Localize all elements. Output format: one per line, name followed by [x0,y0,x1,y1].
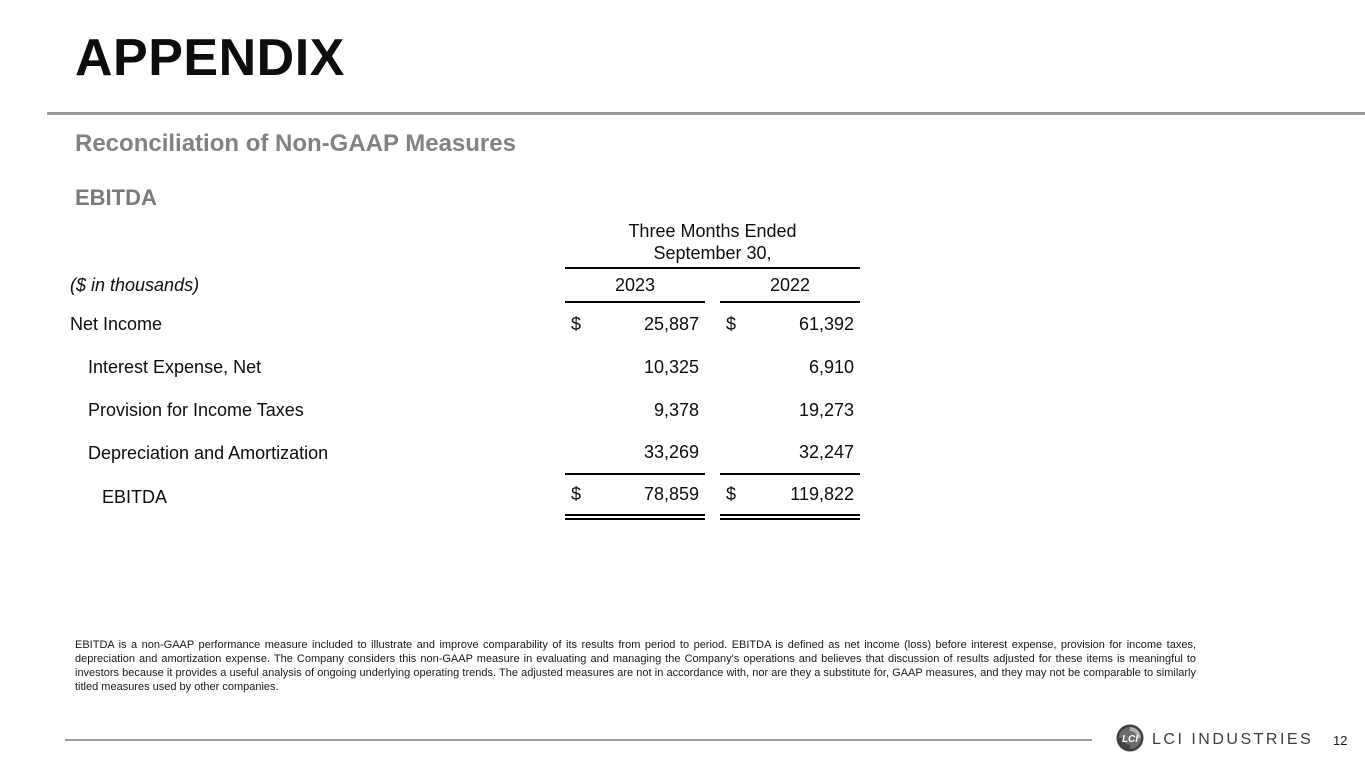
value-2022: 61,392 [798,314,854,334]
period-header-row: Three Months Ended September 30, [68,221,860,269]
row-label: Interest Expense, Net [88,357,262,377]
column-header-row: ($ in thousands) 2023 2022 [68,269,860,303]
value-cell: $ 25,887 [565,303,705,346]
value-2022: 19,273 [798,400,854,420]
units-label: ($ in thousands) [70,275,200,295]
period-header-line1: Three Months Ended [628,221,797,241]
column-header-2022: 2022 [720,269,860,303]
table-row-net-income: Net Income $ 25,887 $ 61,392 [68,303,860,346]
value-2023: 25,887 [643,314,699,334]
value-cell: 9,378 [565,389,705,432]
table-row-depreciation-amortization: Depreciation and Amortization 33,269 32,… [68,432,860,475]
value-2022: 32,247 [798,442,854,462]
row-label: Net Income [70,314,163,334]
value-cell: 10,325 [565,346,705,389]
value-2022: 6,910 [808,357,854,377]
lci-logo-text: LCI [1122,734,1138,745]
section-title: Reconciliation of Non-GAAP Measures [75,130,516,157]
row-label: Provision for Income Taxes [88,400,304,420]
value-cell: 19,273 [720,389,860,432]
column-header-2023: 2023 [565,269,705,303]
table-row-interest-expense: Interest Expense, Net 10,325 6,910 [68,346,860,389]
footer-divider [65,739,1092,741]
currency-symbol: $ [726,314,737,334]
currency-symbol: $ [726,484,737,504]
table-row-income-taxes: Provision for Income Taxes 9,378 19,273 [68,389,860,432]
value-cell: 6,910 [720,346,860,389]
value-cell: $ 78,859 [565,475,705,520]
table-row-ebitda-total: EBITDA $ 78,859 $ 119,822 [68,475,860,520]
value-2023: 9,378 [653,400,699,420]
currency-symbol: $ [571,314,582,334]
row-label: Depreciation and Amortization [88,443,329,463]
period-header: Three Months Ended September 30, [565,221,860,269]
value-2023: 33,269 [643,442,699,462]
subsection-title: EBITDA [75,185,157,210]
period-header-line2: September 30, [653,243,772,263]
header-divider [47,112,1365,115]
value-cell: 32,247 [720,432,860,475]
row-label: EBITDA [102,487,168,507]
brand-name: LCI INDUSTRIES [1152,731,1314,748]
currency-symbol: $ [571,484,582,504]
page-number: 12 [1333,733,1348,748]
value-2022: 119,822 [790,484,854,504]
footnote: EBITDA is a non-GAAP performance measure… [75,639,1196,693]
lci-logo-icon: LCI [1116,724,1144,752]
value-cell: 33,269 [565,432,705,475]
value-2023: 10,325 [643,357,699,377]
ebitda-reconciliation-table: Three Months Ended September 30, ($ in t… [68,221,860,520]
value-2023: 78,859 [643,484,699,504]
value-cell: $ 119,822 [720,475,860,520]
page-title: APPENDIX [75,29,345,87]
value-cell: $ 61,392 [720,303,860,346]
